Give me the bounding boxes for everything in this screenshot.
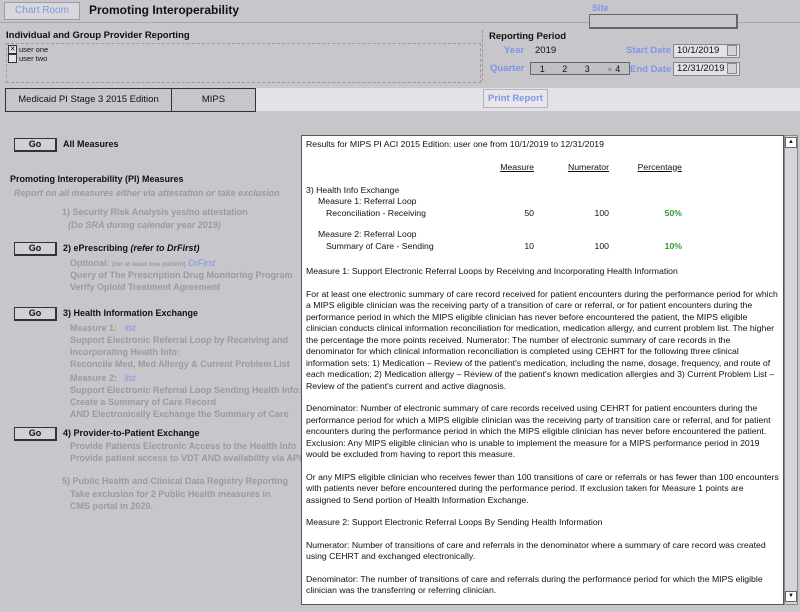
tab-mips[interactable]: MIPS <box>171 88 256 112</box>
user-label: user one <box>19 45 49 54</box>
report-section: 3) Health Info Exchange <box>306 184 400 195</box>
quarter-label: Quarter <box>490 63 525 74</box>
provider-patient-line: Provide patient access to VDT AND availa… <box>70 453 301 463</box>
chart-room-button[interactable]: Chart Room <box>4 2 80 20</box>
radio-selected-icon: ● <box>607 63 613 74</box>
report-text-area[interactable]: Results for MIPS PI ACI 2015 Edition: us… <box>301 135 784 605</box>
report-paragraph: Denominator: Number of electronic summar… <box>306 403 771 459</box>
eprescribing-title: 2) ePrescribing (refer to DrFirst) <box>63 243 200 253</box>
table-row: Measure 2: Referral Loop <box>318 229 417 239</box>
security-risk-title: 1) Security Risk Analysis yes/no attesta… <box>62 207 248 217</box>
measure1-list-link[interactable]: list <box>124 323 136 333</box>
column-percentage: Percentage <box>637 161 682 172</box>
measure2-line: Create a Summary of Care Record <box>70 397 217 407</box>
provider-patient-line: Provide Patients Electronic Access to th… <box>70 441 297 451</box>
measure1-line: Support Electronic Referral Loop by Rece… <box>70 335 289 345</box>
site-field[interactable] <box>589 14 738 29</box>
quarter-option-1[interactable]: 1 <box>539 63 545 74</box>
security-risk-note: (Do SRA during calendar year 2019) <box>68 220 221 230</box>
user-label: user two <box>19 54 48 63</box>
go-provider-patient-exchange-button[interactable]: Go <box>14 427 57 441</box>
public-health-line: CMS portal in 2020. <box>70 501 154 511</box>
report-scrollbar[interactable]: ▲ ▼ <box>784 135 798 605</box>
drfirst-link[interactable]: DrFirst <box>188 258 216 268</box>
pi-measures-title: Promoting Interoperability (PI) Measures <box>10 174 184 184</box>
provider-patient-exchange-title: 4) Provider-to-Patient Exchange <box>63 428 200 438</box>
reporting-period-title: Reporting Period <box>489 31 567 42</box>
table-row: Reconciliation - Receiving 50 100 50% <box>326 207 682 218</box>
report-heading: Results for MIPS PI ACI 2015 Edition: us… <box>306 139 604 149</box>
public-health-title: 5) Public Health and Clinical Data Regis… <box>62 476 289 486</box>
checkbox-icon[interactable] <box>8 54 17 63</box>
column-measure: Measure <box>500 161 534 172</box>
divider <box>482 30 483 81</box>
tab-medicaid-pi[interactable]: Medicaid PI Stage 3 2015 Edition <box>5 88 172 112</box>
go-health-info-exchange-button[interactable]: Go <box>14 307 57 321</box>
provider-list <box>6 43 481 83</box>
print-report-button[interactable]: Print Report <box>483 89 548 108</box>
checkbox-checked-icon[interactable]: ✕ <box>8 45 17 54</box>
measure2-list-link[interactable]: list <box>124 373 136 383</box>
report-paragraph: Denominator: The number of transitions o… <box>306 573 763 596</box>
measure1-label: Measure 1: list <box>70 323 136 333</box>
calendar-icon[interactable] <box>727 45 737 56</box>
report-paragraph: Numerator: Number of transitions of care… <box>306 539 766 562</box>
public-health-line: Take exclusion for 2 Public Health measu… <box>70 489 271 499</box>
end-date-label: End Date <box>630 64 672 75</box>
column-numerator: Numerator <box>567 161 609 172</box>
year-value: 2019 <box>535 45 557 56</box>
start-date-field[interactable]: 10/1/2019 <box>673 44 740 58</box>
user-checkbox-user-one[interactable]: ✕ user one <box>8 45 48 54</box>
pi-subtitle: Report on all measures either via attest… <box>14 188 280 198</box>
go-eprescribing-button[interactable]: Go <box>14 242 57 256</box>
quarter-option-4[interactable]: ● 4 <box>607 63 621 74</box>
measure1-line: Reconcile Med, Med Allergy & Current Pro… <box>70 359 290 369</box>
scroll-down-icon[interactable]: ▼ <box>785 591 797 602</box>
results-table: Measure Numerator Percentage 3) Health Inf… <box>306 162 682 253</box>
report-paragraph: For at least one electronic summary of c… <box>306 288 778 391</box>
measure2-label: Measure 2: list <box>70 373 136 383</box>
top-bar <box>0 0 800 23</box>
provider-reporting-title: Individual and Group Provider Reporting <box>6 30 190 41</box>
measure2-line: Support Electronic Referral Loop Sending… <box>70 385 302 395</box>
calendar-icon[interactable] <box>727 63 737 74</box>
report-paragraph: Measure 2: Support Electronic Referral L… <box>306 517 603 527</box>
table-row: Summary of Care - Sending 10 100 10% <box>326 240 682 251</box>
measure1-line: Incorporating Health Info: <box>70 347 180 357</box>
year-label: Year <box>504 45 525 56</box>
eprescribing-line: Query of The Prescription Drug Monitorin… <box>70 270 293 280</box>
quarter-selector[interactable]: 1 2 3 ● 4 <box>530 62 630 75</box>
all-measures-label: All Measures <box>63 139 119 149</box>
quarter-option-3[interactable]: 3 <box>584 63 590 74</box>
user-checkbox-user-two[interactable]: user two <box>8 54 47 63</box>
site-label: Site <box>592 3 609 13</box>
report-paragraph: Measure 1: Support Electronic Referral L… <box>306 266 678 276</box>
go-all-measures-button[interactable]: Go <box>14 138 57 152</box>
eprescribing-optional: Optional: (for at least one patient) DrF… <box>70 258 216 268</box>
measure2-line: AND Electronically Exchange the Summary … <box>70 409 289 419</box>
table-row: Measure 1: Referral Loop <box>318 196 417 206</box>
page-title: Promoting Interoperability <box>89 3 240 17</box>
health-info-exchange-title: 3) Health Information Exchange <box>63 308 199 318</box>
report-paragraph: Or any MIPS eligible clinician who recei… <box>306 471 779 505</box>
quarter-option-2[interactable]: 2 <box>562 63 568 74</box>
scroll-up-icon[interactable]: ▲ <box>785 137 797 148</box>
eprescribing-line: Verify Opioid Treatment Agreement <box>70 282 221 292</box>
start-date-label: Start Date <box>626 45 671 56</box>
end-date-field[interactable]: 12/31/2019 <box>673 62 740 76</box>
